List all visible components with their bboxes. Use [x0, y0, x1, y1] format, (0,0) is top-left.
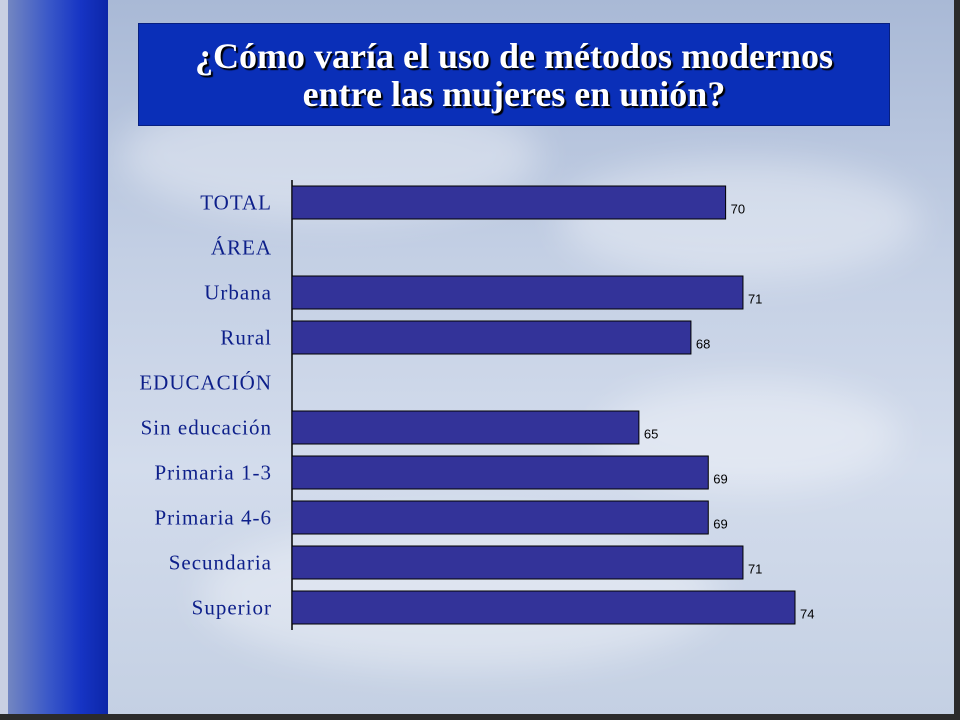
value-label: 71 — [748, 562, 762, 577]
bar — [291, 410, 640, 445]
cloud-decoration — [560, 160, 920, 280]
title-banner: ¿Cómo varía el uso de métodos modernos e… — [138, 23, 890, 126]
side-accent-bar — [0, 0, 108, 714]
category-label: Superior — [192, 596, 272, 620]
bar — [291, 185, 727, 220]
category-label: EDUCACIÓN — [139, 371, 272, 395]
bar — [291, 455, 709, 490]
side-accent-stripe — [0, 0, 8, 714]
bar — [291, 320, 692, 355]
value-label: 68 — [696, 337, 710, 352]
value-label: 69 — [713, 517, 727, 532]
category-label: TOTAL — [200, 191, 272, 215]
value-label: 74 — [800, 607, 814, 622]
category-label: Primaria 4-6 — [154, 506, 272, 530]
category-label: ÁREA — [211, 236, 272, 260]
bar — [291, 590, 796, 625]
value-label: 69 — [713, 472, 727, 487]
category-label: Secundaria — [169, 551, 272, 575]
slide-title: ¿Cómo varía el uso de métodos modernos e… — [195, 35, 833, 114]
bar — [291, 500, 709, 535]
value-label: 71 — [748, 292, 762, 307]
bar — [291, 275, 744, 310]
value-label: 70 — [731, 202, 745, 217]
value-label: 65 — [644, 427, 658, 442]
category-label: Primaria 1-3 — [154, 461, 272, 485]
bar — [291, 545, 744, 580]
category-label: Sin educación — [141, 416, 272, 440]
category-label: Urbana — [204, 281, 272, 305]
category-label: Rural — [220, 326, 272, 350]
